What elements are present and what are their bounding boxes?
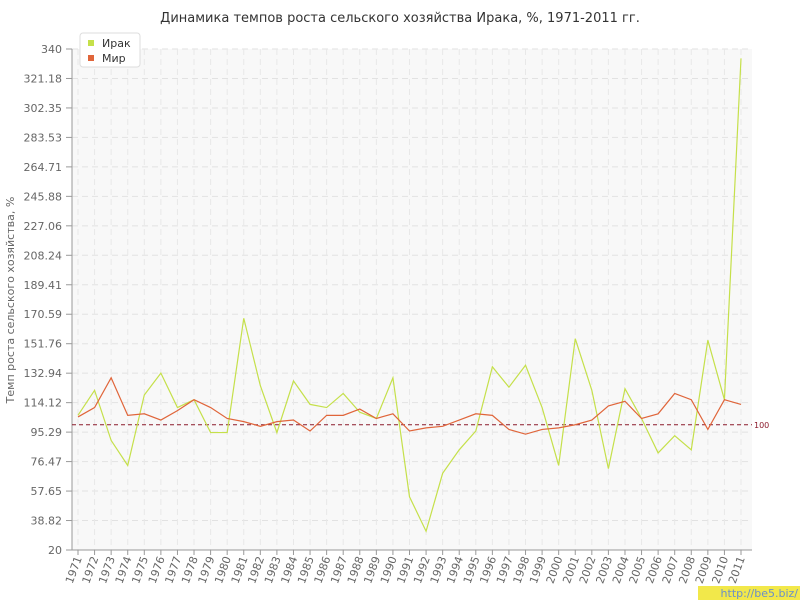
- y-tick-label: 208.24: [24, 249, 63, 262]
- series-line: [77, 376, 742, 435]
- y-tick-label: 151.76: [24, 338, 63, 351]
- legend-box: [79, 32, 141, 68]
- y-tick-label: 264.71: [24, 161, 63, 174]
- chart-title: Динамика темпов роста сельского хозяйств…: [160, 11, 640, 26]
- legend-label: Мир: [102, 52, 126, 65]
- y-tick-label: 57.65: [31, 485, 63, 498]
- y-tick-label: 321.18: [24, 72, 63, 85]
- y-tick-label: 283.53: [24, 131, 63, 144]
- legend-swatch: [88, 55, 94, 61]
- y-tick-label: 76.47: [31, 456, 63, 469]
- series-line: [77, 58, 742, 533]
- y-axis-label: Темп роста сельского хозяйства, %: [4, 197, 17, 405]
- y-tick-label: 20: [48, 544, 62, 557]
- y-tick-label: 132.94: [24, 367, 63, 380]
- y-tick-label: 245.88: [24, 190, 63, 203]
- y-tick-label: 189.41: [24, 279, 63, 292]
- y-tick-label: 340: [41, 43, 62, 56]
- legend-label: Ирак: [102, 37, 131, 50]
- reference-label: 100: [754, 421, 769, 430]
- watermark-bg: [698, 586, 800, 600]
- y-tick-label: 95.29: [31, 426, 63, 439]
- y-tick-label: 302.35: [24, 102, 63, 115]
- y-tick-label: 114.12: [24, 397, 63, 410]
- legend-swatch: [88, 40, 94, 46]
- watermark: http://be5.biz/: [721, 587, 799, 600]
- y-tick-label: 227.06: [24, 220, 63, 233]
- y-tick-label: 170.59: [24, 308, 63, 321]
- plot-area: [72, 49, 752, 550]
- y-tick-label: 38.82: [31, 515, 63, 528]
- legend: Ирак Мир: [79, 32, 141, 68]
